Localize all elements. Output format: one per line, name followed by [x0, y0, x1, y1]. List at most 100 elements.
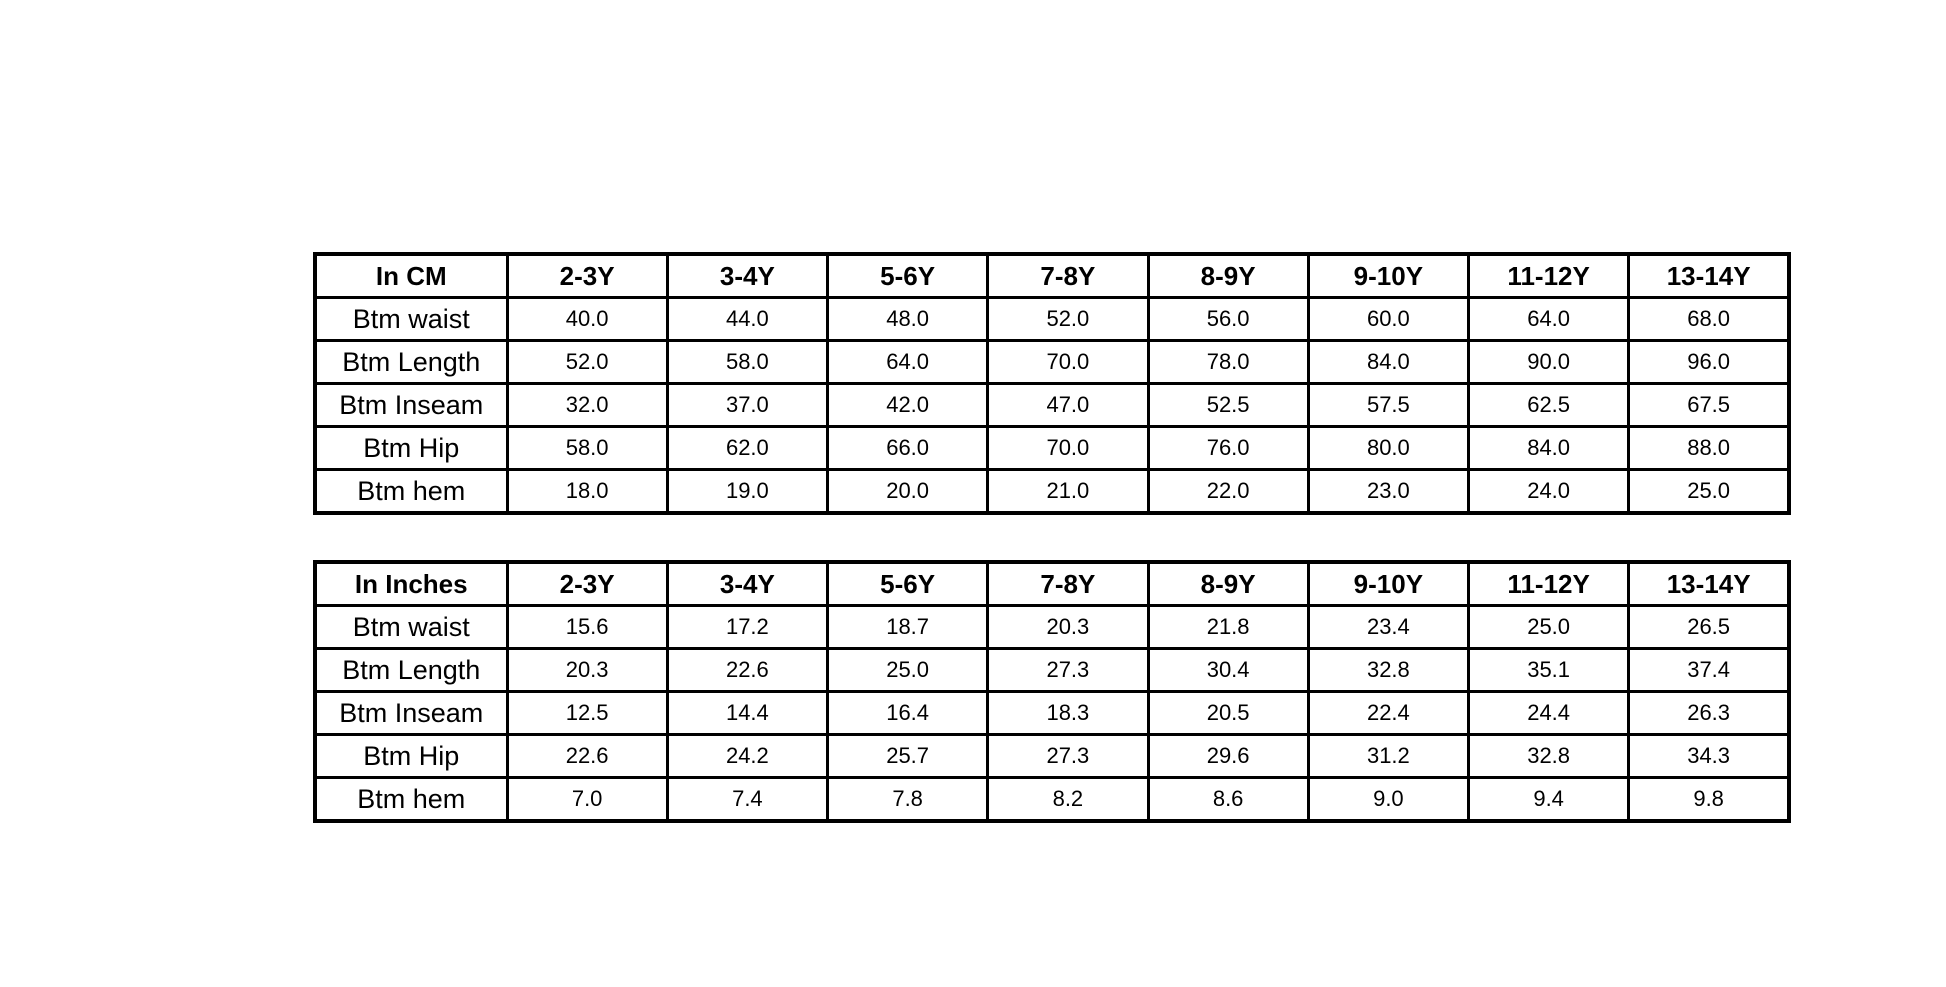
table-row: Btm waist 15.6 17.2 18.7 20.3 21.8 23.4 25.0 26.…	[313, 604, 1791, 650]
measurement-value-cell: 9.0	[1306, 776, 1471, 823]
unit-label-cell: In Inches	[313, 560, 509, 607]
measurement-value-cell: 12.5	[505, 690, 669, 736]
measurement-value-cell: 90.0	[1466, 339, 1631, 385]
unit-label-cell: In CM	[313, 252, 509, 299]
table-row: Btm hem 18.0 19.0 20.0 21.0 22.0 23.0 24.0 25.0	[313, 468, 1791, 515]
measurement-value-cell: 40.0	[505, 296, 669, 342]
table-row: Btm Length 52.0 58.0 64.0 70.0 78.0 84.0 90.0 96…	[313, 339, 1791, 385]
size-column-header: 2-3Y	[505, 560, 669, 607]
measurement-value-cell: 80.0	[1306, 425, 1471, 471]
measurement-value-cell: 19.0	[665, 468, 830, 515]
table-row: Btm hem 7.0 7.4 7.8 8.2 8.6 9.0 9.4 9.8	[313, 776, 1791, 823]
measurement-value-cell: 20.3	[505, 647, 669, 693]
measurement-value-cell: 26.5	[1627, 604, 1791, 650]
measurement-value-cell: 34.3	[1627, 733, 1791, 779]
measurement-value-cell: 24.2	[665, 733, 830, 779]
table-row: Btm Hip 22.6 24.2 25.7 27.3 29.6 31.2 32.8 34.3	[313, 733, 1791, 779]
measurement-value-cell: 7.4	[665, 776, 830, 823]
measurement-value-cell: 9.4	[1466, 776, 1631, 823]
size-column-header: 11-12Y	[1466, 252, 1631, 299]
measurement-value-cell: 8.2	[986, 776, 1150, 823]
measurement-label-cell: Btm hem	[313, 776, 509, 823]
measurement-value-cell: 58.0	[505, 425, 669, 471]
measurement-value-cell: 60.0	[1306, 296, 1471, 342]
measurement-value-cell: 48.0	[825, 296, 990, 342]
measurement-value-cell: 31.2	[1306, 733, 1471, 779]
measurement-value-cell: 18.7	[825, 604, 990, 650]
measurement-value-cell: 17.2	[665, 604, 830, 650]
measurement-value-cell: 18.0	[505, 468, 669, 515]
measurement-value-cell: 58.0	[665, 339, 830, 385]
measurement-label-cell: Btm Hip	[313, 733, 509, 779]
measurement-value-cell: 20.5	[1146, 690, 1310, 736]
measurement-label-cell: Btm waist	[313, 296, 509, 342]
measurement-value-cell: 29.6	[1146, 733, 1310, 779]
measurement-value-cell: 52.0	[505, 339, 669, 385]
measurement-value-cell: 25.0	[1466, 604, 1631, 650]
measurement-value-cell: 24.4	[1466, 690, 1631, 736]
measurement-value-cell: 25.0	[825, 647, 990, 693]
table-row: Btm Length 20.3 22.6 25.0 27.3 30.4 32.8 35.1 37…	[313, 647, 1791, 693]
measurement-value-cell: 8.6	[1146, 776, 1310, 823]
measurement-value-cell: 21.0	[986, 468, 1150, 515]
size-column-header: 7-8Y	[986, 252, 1150, 299]
measurement-value-cell: 62.5	[1466, 382, 1631, 428]
size-column-header: 8-9Y	[1146, 560, 1310, 607]
measurement-value-cell: 84.0	[1466, 425, 1631, 471]
measurement-label-cell: Btm Hip	[313, 425, 509, 471]
measurement-value-cell: 64.0	[825, 339, 990, 385]
measurement-value-cell: 27.3	[986, 733, 1150, 779]
measurement-label-cell: Btm Length	[313, 647, 509, 693]
measurement-value-cell: 22.6	[505, 733, 669, 779]
measurement-value-cell: 32.8	[1466, 733, 1631, 779]
measurement-value-cell: 70.0	[986, 339, 1150, 385]
measurement-value-cell: 96.0	[1627, 339, 1791, 385]
size-column-header: 2-3Y	[505, 252, 669, 299]
table-row: Btm Inseam 32.0 37.0 42.0 47.0 52.5 57.5 62.5 67…	[313, 382, 1791, 428]
measurement-value-cell: 42.0	[825, 382, 990, 428]
size-column-header: 11-12Y	[1466, 560, 1631, 607]
measurement-value-cell: 20.3	[986, 604, 1150, 650]
measurement-value-cell: 37.0	[665, 382, 830, 428]
measurement-value-cell: 23.4	[1306, 604, 1471, 650]
size-column-header: 3-4Y	[665, 560, 830, 607]
measurement-value-cell: 84.0	[1306, 339, 1471, 385]
measurement-value-cell: 21.8	[1146, 604, 1310, 650]
measurement-value-cell: 68.0	[1627, 296, 1791, 342]
measurement-value-cell: 62.0	[665, 425, 830, 471]
measurement-value-cell: 23.0	[1306, 468, 1471, 515]
size-column-header: 9-10Y	[1306, 560, 1471, 607]
size-column-header: 9-10Y	[1306, 252, 1471, 299]
measurement-value-cell: 52.5	[1146, 382, 1310, 428]
measurement-value-cell: 26.3	[1627, 690, 1791, 736]
measurement-label-cell: Btm Length	[313, 339, 509, 385]
measurement-value-cell: 64.0	[1466, 296, 1631, 342]
measurement-value-cell: 88.0	[1627, 425, 1791, 471]
header-row: In CM 2-3Y 3-4Y 5-6Y 7-8Y 8-9Y 9-10Y 11-12Y 13-1…	[313, 252, 1791, 299]
size-column-header: 13-14Y	[1627, 560, 1791, 607]
measurement-value-cell: 24.0	[1466, 468, 1631, 515]
measurement-value-cell: 56.0	[1146, 296, 1310, 342]
measurement-value-cell: 35.1	[1466, 647, 1631, 693]
measurement-value-cell: 67.5	[1627, 382, 1791, 428]
measurement-value-cell: 7.8	[825, 776, 990, 823]
measurement-label-cell: Btm Inseam	[313, 382, 509, 428]
measurement-value-cell: 32.8	[1306, 647, 1471, 693]
measurement-label-cell: Btm hem	[313, 468, 509, 515]
measurement-value-cell: 14.4	[665, 690, 830, 736]
measurement-value-cell: 9.8	[1627, 776, 1791, 823]
measurement-value-cell: 32.0	[505, 382, 669, 428]
measurement-value-cell: 70.0	[986, 425, 1150, 471]
measurement-value-cell: 7.0	[505, 776, 669, 823]
table-row: Btm Inseam 12.5 14.4 16.4 18.3 20.5 22.4 24.4 26…	[313, 690, 1791, 736]
measurement-value-cell: 16.4	[825, 690, 990, 736]
measurement-value-cell: 20.0	[825, 468, 990, 515]
measurement-value-cell: 25.0	[1627, 468, 1791, 515]
size-column-header: 13-14Y	[1627, 252, 1791, 299]
measurement-value-cell: 37.4	[1627, 647, 1791, 693]
size-column-header: 7-8Y	[986, 560, 1150, 607]
table-row: Btm Hip 58.0 62.0 66.0 70.0 76.0 80.0 84.0 88.0	[313, 425, 1791, 471]
measurement-value-cell: 66.0	[825, 425, 990, 471]
table-row: Btm waist 40.0 44.0 48.0 52.0 56.0 60.0 64.0 68.…	[313, 296, 1791, 342]
measurement-label-cell: Btm waist	[313, 604, 509, 650]
